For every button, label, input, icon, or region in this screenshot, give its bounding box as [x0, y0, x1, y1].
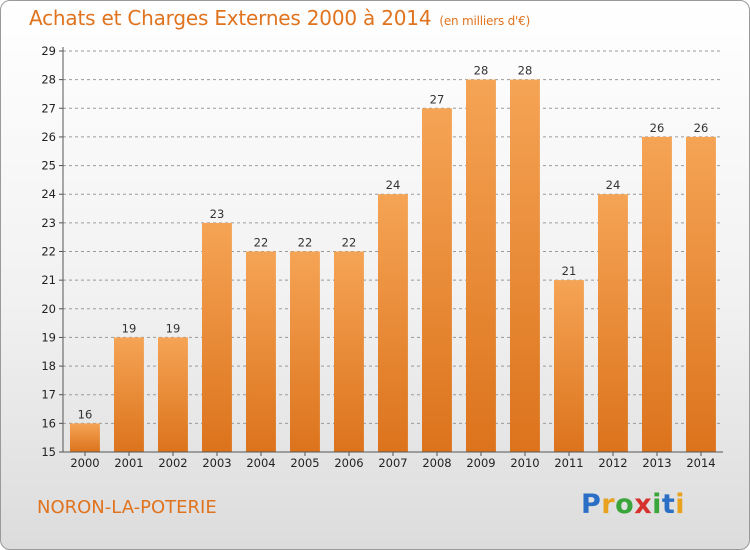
- y-tick-label: 20: [41, 302, 56, 316]
- chart-unit: (en milliers d'€): [439, 14, 531, 28]
- data-label: 28: [474, 64, 489, 78]
- place-name: NORON-LA-POTERIE: [37, 497, 217, 518]
- x-tick-label: 2000: [70, 456, 99, 470]
- x-tick-label: 2010: [510, 456, 539, 470]
- data-label: 22: [342, 236, 357, 250]
- x-tick-label: 2005: [290, 456, 319, 470]
- x-tick-label: 2002: [158, 456, 187, 470]
- bar: [378, 194, 408, 452]
- y-tick-label: 29: [41, 44, 56, 58]
- data-label: 16: [78, 407, 93, 421]
- logo-letter: P: [581, 489, 602, 520]
- data-label: 27: [430, 92, 445, 106]
- bar: [554, 280, 584, 452]
- bar: [510, 79, 540, 452]
- data-label: 24: [386, 178, 401, 192]
- y-tick-label: 17: [41, 388, 56, 402]
- y-tick-label: 28: [41, 73, 56, 87]
- proxiti-logo: Proxiti: [581, 489, 685, 520]
- y-tick-label: 25: [41, 159, 56, 173]
- bar: [290, 251, 320, 452]
- data-label: 19: [166, 321, 181, 335]
- bar: [202, 222, 232, 452]
- bar: [246, 251, 276, 452]
- logo-letter: i: [652, 489, 662, 520]
- x-tick-label: 2008: [422, 456, 451, 470]
- data-label: 21: [562, 264, 577, 278]
- x-tick-label: 2003: [202, 456, 231, 470]
- x-tick-label: 2007: [378, 456, 407, 470]
- y-tick-label: 24: [41, 187, 56, 201]
- y-tick-label: 18: [41, 359, 56, 373]
- axis-layer: 15 16 17 18 19 20 21 22 23 24 25 26 27 28 29 2000 2001 20…: [41, 44, 723, 470]
- y-tick-label: 15: [41, 445, 56, 459]
- logo-letter: i: [675, 489, 686, 520]
- x-tick-label: 2014: [686, 456, 715, 470]
- bar: [334, 251, 364, 452]
- y-tick-label: 23: [41, 216, 56, 230]
- data-label: 22: [298, 236, 313, 250]
- data-label: 23: [210, 207, 225, 221]
- bar: [70, 423, 100, 452]
- data-label: 22: [254, 236, 269, 250]
- label-layer: 16 19 19 23 22 22 22 24 27 28 28 21 24 26 26: [78, 64, 709, 422]
- logo-letter: t: [661, 489, 676, 520]
- data-label: 28: [518, 64, 533, 78]
- y-tick-label: 26: [41, 130, 56, 144]
- bar: [642, 136, 672, 452]
- bar: [598, 194, 628, 452]
- bar: [158, 337, 188, 452]
- x-tick-label: 2013: [642, 456, 671, 470]
- logo-letter: x: [634, 489, 653, 520]
- x-tick-label: 2012: [598, 456, 627, 470]
- logo-letter: r: [601, 489, 616, 520]
- chart-title: Achats et Charges Externes 2000 à 2014 (e…: [29, 6, 530, 30]
- bar: [466, 79, 496, 452]
- y-tick-label: 22: [41, 245, 56, 259]
- data-label: 19: [122, 321, 137, 335]
- x-tick-label: 2001: [114, 456, 143, 470]
- y-tick-label: 27: [41, 101, 56, 115]
- y-tick-label: 16: [41, 416, 56, 430]
- bar-layer: [70, 79, 716, 453]
- y-tick-label: 21: [41, 273, 56, 287]
- x-tick-label: 2004: [246, 456, 275, 470]
- logo-letter: o: [615, 489, 635, 520]
- bar: [686, 136, 716, 452]
- data-label: 26: [650, 121, 665, 135]
- chart-title-text: Achats et Charges Externes 2000 à 2014: [29, 6, 432, 30]
- data-label: 26: [694, 121, 709, 135]
- x-tick-label: 2009: [466, 456, 495, 470]
- data-label: 24: [606, 178, 621, 192]
- bar: [422, 108, 452, 453]
- bar: [114, 337, 144, 452]
- x-tick-label: 2011: [554, 456, 583, 470]
- x-tick-label: 2006: [334, 456, 363, 470]
- y-tick-label: 19: [41, 330, 56, 344]
